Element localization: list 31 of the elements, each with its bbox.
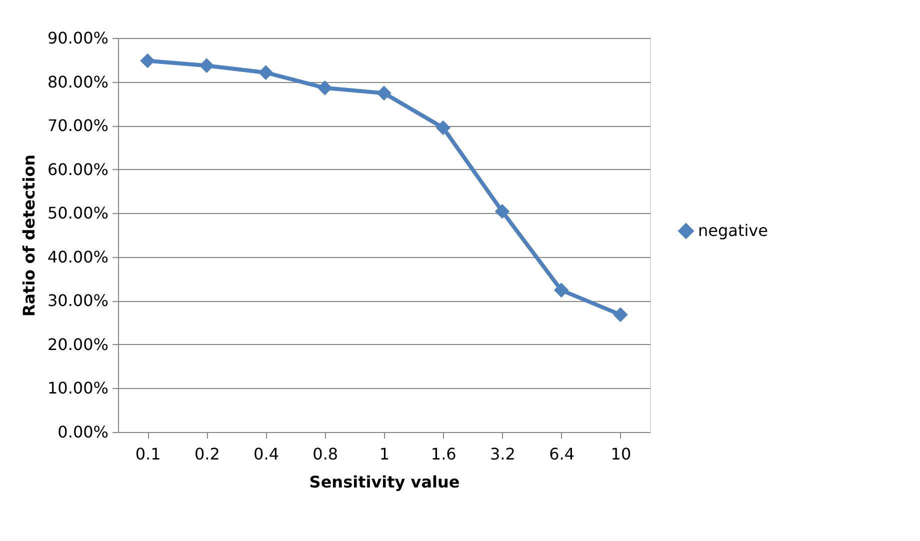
point <box>140 53 155 68</box>
x-tick-label: 0.4 <box>254 444 280 464</box>
y-axis-title: Ratio of detection <box>19 154 38 317</box>
x-axis-title: Sensitivity value <box>309 472 460 492</box>
y-tick-label: 70.00% <box>47 116 108 136</box>
x-tick-label: 6.4 <box>549 444 575 464</box>
x-tick-label: 3.2 <box>490 444 516 464</box>
y-tick-label: 30.00% <box>47 291 108 310</box>
point <box>199 58 214 73</box>
y-tick-label: 80.00% <box>47 72 108 92</box>
x-tick-label: 0.1 <box>135 444 161 464</box>
y-tick-label: 60.00% <box>47 160 108 179</box>
y-tick-label: 50.00% <box>47 204 108 223</box>
point <box>317 80 332 96</box>
y-tick-label: 90.00% <box>47 28 108 48</box>
y-tick-label: 20.00% <box>47 334 108 354</box>
y-tick-label: 0.00% <box>58 422 108 442</box>
x-tick-label: 1 <box>379 444 390 464</box>
x-tick-label: 0.8 <box>312 444 338 464</box>
point <box>494 204 510 219</box>
y-tick-label: 10.00% <box>47 378 108 398</box>
point <box>258 65 274 80</box>
x-tick-label: 1.6 <box>430 444 456 464</box>
point <box>436 120 451 136</box>
y-tick-label: 40.00% <box>47 247 108 266</box>
point <box>613 307 628 322</box>
legend-label: negative <box>698 221 768 240</box>
x-tick-label: 10 <box>610 444 632 464</box>
x-tick-label: 0.2 <box>194 444 220 464</box>
point <box>376 86 392 101</box>
point <box>554 282 569 298</box>
